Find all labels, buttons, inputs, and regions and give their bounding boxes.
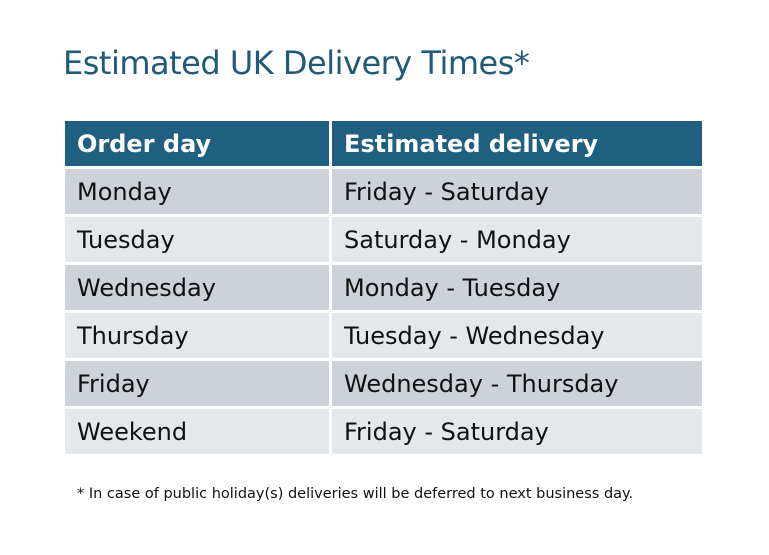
order-day-cell: Monday	[65, 169, 329, 214]
table-header-row: Order day Estimated delivery	[65, 121, 702, 166]
order-day-cell: Tuesday	[65, 217, 329, 262]
estimated-delivery-cell: Tuesday - Wednesday	[332, 313, 702, 358]
estimated-delivery-cell: Wednesday - Thursday	[332, 361, 702, 406]
table-row: Wednesday Monday - Tuesday	[65, 265, 702, 310]
order-day-cell: Weekend	[65, 409, 329, 454]
table-row: Monday Friday - Saturday	[65, 169, 702, 214]
estimated-delivery-cell: Monday - Tuesday	[332, 265, 702, 310]
estimated-delivery-cell: Friday - Saturday	[332, 169, 702, 214]
footnote: * In case of public holiday(s) deliverie…	[77, 486, 634, 502]
delivery-table: Order day Estimated delivery Monday Frida…	[62, 118, 705, 457]
order-day-cell: Wednesday	[65, 265, 329, 310]
estimated-delivery-cell: Saturday - Monday	[332, 217, 702, 262]
order-day-cell: Friday	[65, 361, 329, 406]
header-order-day: Order day	[65, 121, 329, 166]
header-estimated-delivery: Estimated delivery	[332, 121, 702, 166]
table-row: Thursday Tuesday - Wednesday	[65, 313, 702, 358]
estimated-delivery-cell: Friday - Saturday	[332, 409, 702, 454]
table-row: Friday Wednesday - Thursday	[65, 361, 702, 406]
table-row: Tuesday Saturday - Monday	[65, 217, 702, 262]
table-row: Weekend Friday - Saturday	[65, 409, 702, 454]
order-day-cell: Thursday	[65, 313, 329, 358]
page-title: Estimated UK Delivery Times*	[63, 44, 530, 82]
